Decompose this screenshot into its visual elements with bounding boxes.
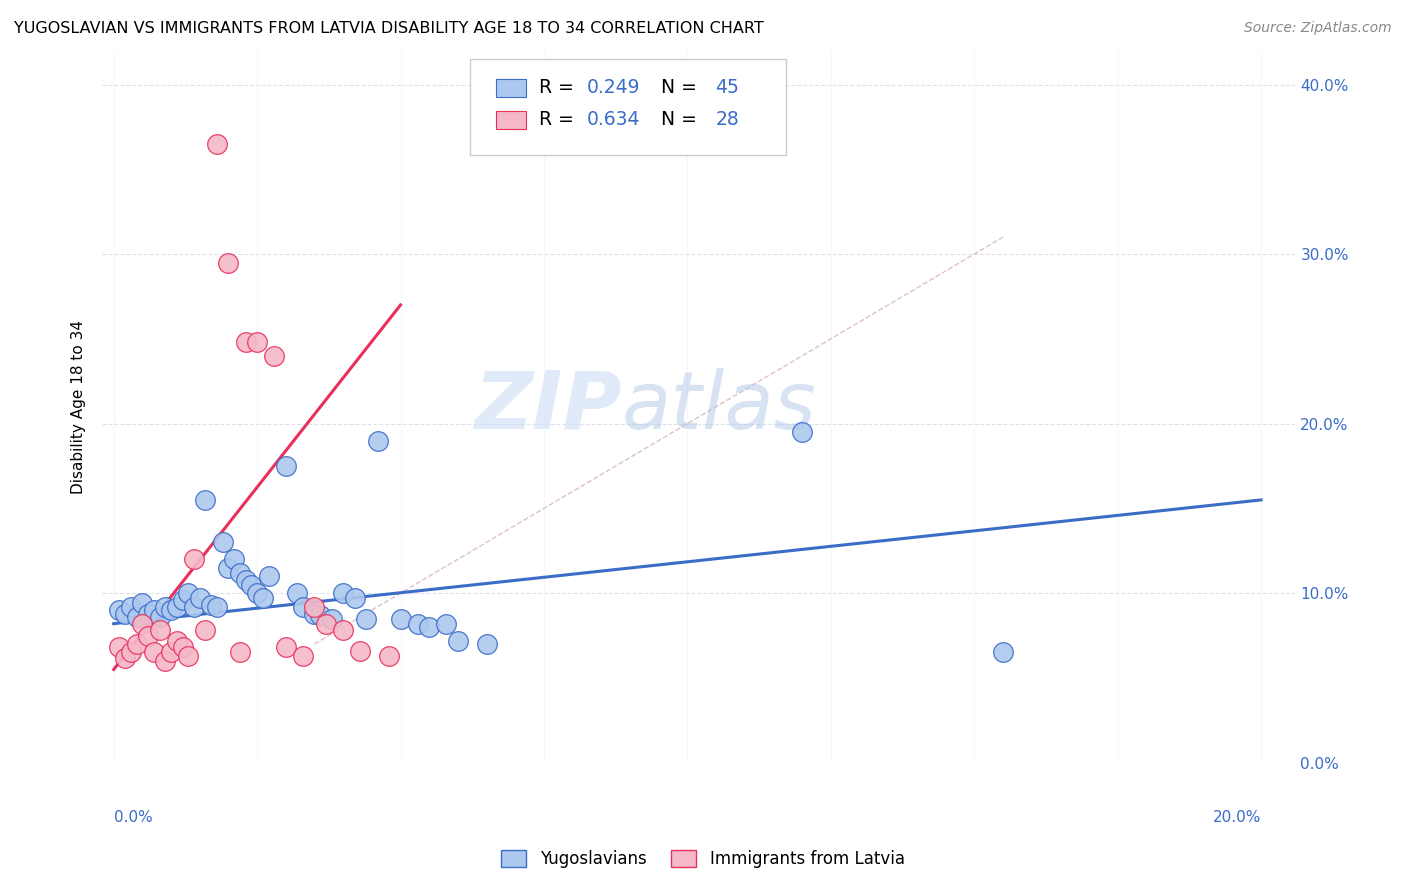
Point	[131, 596, 153, 610]
Legend: Yugoslavians, Immigrants from Latvia: Yugoslavians, Immigrants from Latvia	[495, 843, 911, 875]
Point	[177, 586, 200, 600]
Point	[155, 654, 177, 668]
Point	[447, 633, 470, 648]
Point	[194, 492, 217, 507]
Point	[378, 648, 401, 663]
Point	[131, 616, 153, 631]
Text: ZIP: ZIP	[474, 368, 621, 446]
Point	[367, 434, 389, 448]
Point	[148, 610, 170, 624]
Text: N =: N =	[648, 111, 703, 129]
Text: Source: ZipAtlas.com: Source: ZipAtlas.com	[1244, 21, 1392, 35]
Point	[142, 603, 165, 617]
Point	[188, 591, 211, 606]
Text: 0.249: 0.249	[586, 78, 640, 97]
Text: R =: R =	[538, 78, 579, 97]
Point	[217, 255, 239, 269]
Point	[217, 560, 239, 574]
Point	[172, 640, 194, 655]
Point	[263, 349, 285, 363]
Point	[229, 646, 252, 660]
Point	[229, 566, 252, 580]
Point	[246, 586, 269, 600]
Point	[136, 628, 159, 642]
Point	[194, 624, 217, 638]
Point	[321, 611, 343, 625]
Point	[166, 633, 188, 648]
Point	[343, 591, 366, 606]
Point	[309, 608, 332, 623]
Text: N =: N =	[648, 78, 703, 97]
Point	[200, 598, 222, 612]
Point	[177, 648, 200, 663]
Text: R =: R =	[538, 111, 579, 129]
Point	[183, 552, 205, 566]
Point	[315, 616, 337, 631]
Point	[108, 640, 131, 655]
Text: YUGOSLAVIAN VS IMMIGRANTS FROM LATVIA DISABILITY AGE 18 TO 34 CORRELATION CHART: YUGOSLAVIAN VS IMMIGRANTS FROM LATVIA DI…	[14, 21, 763, 36]
Point	[224, 552, 246, 566]
Point	[235, 335, 257, 350]
Point	[160, 603, 183, 617]
Point	[436, 616, 458, 631]
Point	[183, 599, 205, 614]
Text: 0.634: 0.634	[586, 111, 640, 129]
Point	[274, 640, 297, 655]
Point	[257, 569, 280, 583]
FancyBboxPatch shape	[470, 59, 786, 155]
Text: 0.0%: 0.0%	[114, 810, 152, 825]
Text: 28: 28	[716, 111, 740, 129]
Point	[211, 535, 233, 549]
Point	[274, 458, 297, 473]
Text: 45: 45	[716, 78, 740, 97]
Point	[790, 425, 813, 439]
Point	[235, 573, 257, 587]
Point	[389, 611, 412, 625]
Point	[304, 607, 326, 621]
Point	[155, 599, 177, 614]
Point	[240, 577, 263, 591]
Point	[125, 637, 148, 651]
Point	[120, 599, 142, 614]
Point	[246, 335, 269, 350]
Point	[418, 620, 440, 634]
Point	[166, 599, 188, 614]
Point	[205, 599, 228, 614]
Point	[304, 599, 326, 614]
Point	[332, 624, 354, 638]
Point	[354, 611, 377, 625]
Point	[349, 644, 371, 658]
Point	[292, 648, 315, 663]
Point	[285, 586, 308, 600]
Point	[205, 136, 228, 151]
Point	[120, 646, 142, 660]
Text: atlas: atlas	[621, 368, 815, 446]
Point	[108, 603, 131, 617]
Point	[252, 591, 274, 606]
Point	[475, 637, 498, 651]
Point	[142, 646, 165, 660]
Point	[406, 616, 429, 631]
Point	[292, 599, 315, 614]
Y-axis label: Disability Age 18 to 34: Disability Age 18 to 34	[72, 319, 86, 493]
Point	[114, 607, 136, 621]
Point	[332, 586, 354, 600]
Text: 20.0%: 20.0%	[1212, 810, 1261, 825]
Point	[114, 650, 136, 665]
Point	[136, 607, 159, 621]
Point	[160, 646, 183, 660]
Point	[991, 646, 1014, 660]
FancyBboxPatch shape	[496, 111, 526, 128]
Point	[125, 610, 148, 624]
Point	[148, 624, 170, 638]
Point	[172, 593, 194, 607]
FancyBboxPatch shape	[496, 78, 526, 96]
